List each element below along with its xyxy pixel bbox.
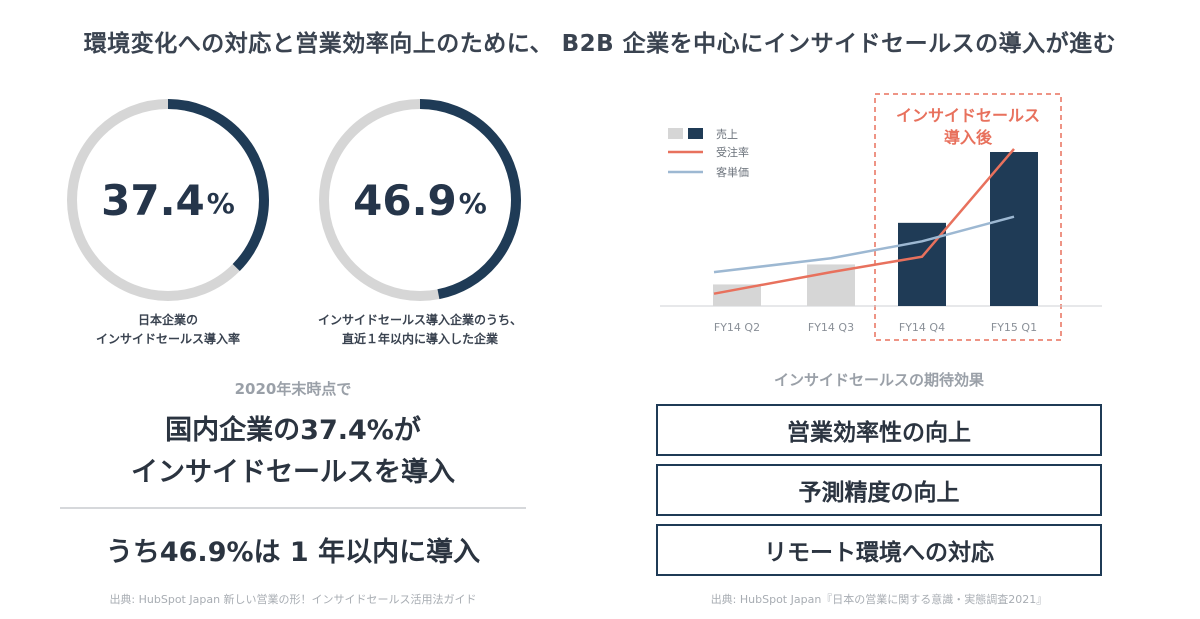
ring-number: 37.4	[101, 175, 205, 225]
x-tick-label: FY14 Q4	[899, 321, 945, 334]
adoption-rate-ring-svg	[67, 99, 269, 301]
ring-unit: %	[458, 186, 487, 220]
ring-progress-arc	[319, 99, 521, 301]
legend-swatch	[688, 128, 703, 139]
right-source: 出典: HubSpot Japan『日本の営業に関する意識・実態調査2021』	[710, 593, 1048, 606]
as-of-label: 2020年末時点で	[234, 380, 352, 398]
recent-adoption-ring-svg	[319, 99, 521, 301]
summary-sub-statement: うち46.9%は 1 年以内に導入	[105, 537, 481, 568]
effect-box: 営業効率性の向上	[656, 404, 1102, 456]
recent-adoption-ring: 46.9%	[318, 98, 522, 302]
summary-line: 国内企業の37.4%が	[165, 415, 421, 446]
adoption-rate-caption: 日本企業の インサイドセールス導入率	[58, 311, 278, 349]
bar	[713, 284, 761, 306]
legend-label: 受注率	[716, 145, 749, 159]
caption-line: 日本企業の	[137, 313, 198, 327]
headline: 環境変化への対応と営業効率向上のために、 B2B 企業を中心にインサイドセールス…	[83, 31, 1117, 57]
caption-line: インサイドセールス導入率	[95, 332, 240, 346]
highlight-label: 導入後	[944, 128, 993, 147]
highlight-frame	[874, 93, 1062, 341]
effects-title: インサイドセールスの期待効果	[773, 371, 984, 389]
series-line	[713, 148, 1015, 295]
x-tick-label: FY14 Q3	[808, 321, 854, 334]
divider	[60, 507, 526, 509]
highlight-label: インサイドセールス	[896, 106, 1040, 125]
legend-swatch	[668, 128, 683, 139]
series-line	[713, 215, 1015, 274]
effect-box: 予測精度の向上	[656, 464, 1102, 516]
recent-adoption-caption: インサイドセールス導入企業のうち、 直近１年以内に導入した企業	[300, 311, 540, 349]
ring-unit: %	[206, 186, 235, 220]
bar	[990, 152, 1038, 306]
effect-box: リモート環境への対応	[656, 524, 1102, 576]
ring-number: 46.9	[353, 175, 457, 225]
adoption-rate-ring: 37.4%	[66, 98, 270, 302]
x-tick-label: FY14 Q2	[714, 321, 760, 334]
ring-progress-arc	[67, 99, 269, 301]
legend-label: 売上	[716, 128, 738, 141]
left-source: 出典: HubSpot Japan 新しい営業の形！インサイドセールス活用法ガイ…	[109, 593, 477, 606]
summary-line: インサイドセールスを導入	[131, 457, 455, 488]
caption-line: インサイドセールス導入企業のうち、	[317, 313, 522, 327]
legend-label: 客単価	[716, 165, 749, 179]
summary-statement: 国内企業の37.4%が インサイドセールスを導入	[60, 410, 526, 494]
adoption-rate-value: 37.4%	[66, 98, 270, 302]
recent-adoption-value: 46.9%	[318, 98, 522, 302]
bar	[807, 264, 855, 306]
caption-line: 直近１年以内に導入した企業	[341, 332, 498, 346]
x-tick-label: FY15 Q1	[991, 321, 1037, 334]
